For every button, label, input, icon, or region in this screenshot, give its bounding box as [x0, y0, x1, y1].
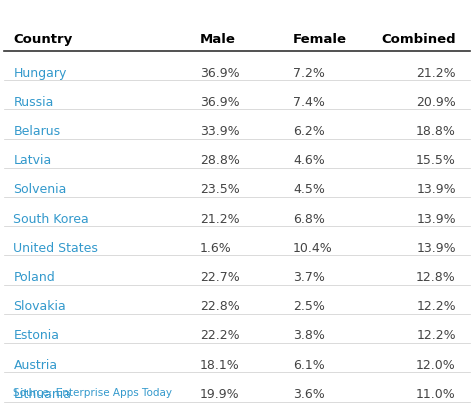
Text: 3.6%: 3.6%	[293, 387, 325, 400]
Text: 36.9%: 36.9%	[200, 66, 239, 79]
Text: 4.5%: 4.5%	[293, 183, 325, 196]
Text: Russia: Russia	[13, 95, 54, 109]
Text: 7.2%: 7.2%	[293, 66, 325, 79]
Text: 7.4%: 7.4%	[293, 95, 325, 109]
Text: Estonia: Estonia	[13, 329, 59, 342]
Text: Latvia: Latvia	[13, 154, 52, 167]
Text: 12.8%: 12.8%	[416, 271, 456, 283]
Text: 22.7%: 22.7%	[200, 271, 239, 283]
Text: United States: United States	[13, 241, 99, 254]
Text: Male: Male	[200, 33, 236, 45]
Text: 22.8%: 22.8%	[200, 299, 239, 313]
Text: 36.9%: 36.9%	[200, 95, 239, 109]
Text: 10.4%: 10.4%	[293, 241, 333, 254]
Text: Austria: Austria	[13, 358, 58, 371]
Text: 15.5%: 15.5%	[416, 154, 456, 167]
Text: 6.1%: 6.1%	[293, 358, 325, 371]
Text: 13.9%: 13.9%	[416, 241, 456, 254]
Text: Combined: Combined	[381, 33, 456, 45]
Text: 3.8%: 3.8%	[293, 329, 325, 342]
Text: Solvenia: Solvenia	[13, 183, 67, 196]
Text: Hungary: Hungary	[13, 66, 67, 79]
Text: 28.8%: 28.8%	[200, 154, 240, 167]
Text: 33.9%: 33.9%	[200, 125, 239, 138]
Text: Female: Female	[293, 33, 347, 45]
Text: 18.1%: 18.1%	[200, 358, 239, 371]
Text: 12.2%: 12.2%	[416, 299, 456, 313]
Text: Slovakia: Slovakia	[13, 299, 66, 313]
Text: 19.9%: 19.9%	[200, 387, 239, 400]
Text: Belarus: Belarus	[13, 125, 61, 138]
Text: 1.6%: 1.6%	[200, 241, 231, 254]
Text: Country: Country	[13, 33, 73, 45]
Text: 13.9%: 13.9%	[416, 183, 456, 196]
Text: 12.2%: 12.2%	[416, 329, 456, 342]
Text: Source: Enterprise Apps Today: Source: Enterprise Apps Today	[13, 387, 173, 397]
Text: 13.9%: 13.9%	[416, 212, 456, 225]
Text: South Korea: South Korea	[13, 212, 89, 225]
Text: 3.7%: 3.7%	[293, 271, 325, 283]
Text: 2.5%: 2.5%	[293, 299, 325, 313]
Text: 11.0%: 11.0%	[416, 387, 456, 400]
Text: 12.0%: 12.0%	[416, 358, 456, 371]
Text: 20.9%: 20.9%	[416, 95, 456, 109]
Text: 6.2%: 6.2%	[293, 125, 325, 138]
Text: 22.2%: 22.2%	[200, 329, 239, 342]
Text: 6.8%: 6.8%	[293, 212, 325, 225]
Text: 21.2%: 21.2%	[200, 212, 239, 225]
Text: 21.2%: 21.2%	[416, 66, 456, 79]
Text: Lithuania: Lithuania	[13, 387, 72, 400]
Text: Poland: Poland	[13, 271, 55, 283]
Text: 4.6%: 4.6%	[293, 154, 325, 167]
Text: 23.5%: 23.5%	[200, 183, 239, 196]
Text: 18.8%: 18.8%	[416, 125, 456, 138]
